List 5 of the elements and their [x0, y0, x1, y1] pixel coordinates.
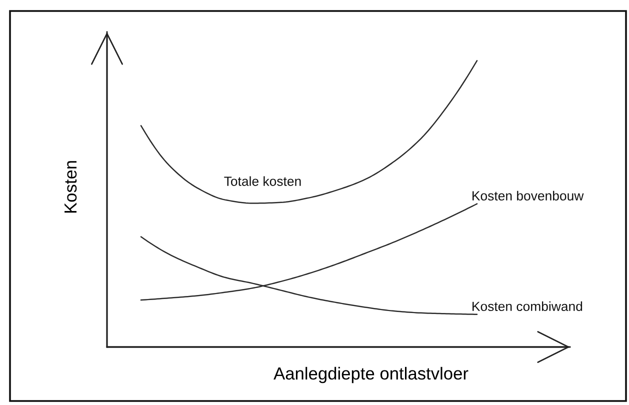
series-label: Kosten combiwand: [472, 301, 582, 312]
series-label: Totale kosten: [224, 176, 301, 186]
y-axis-title: Kosten: [64, 161, 77, 213]
x-axis-title: Aanlegdiepte ontlastvloer: [274, 366, 468, 384]
series-label: Kosten bovenbouw: [472, 190, 584, 201]
